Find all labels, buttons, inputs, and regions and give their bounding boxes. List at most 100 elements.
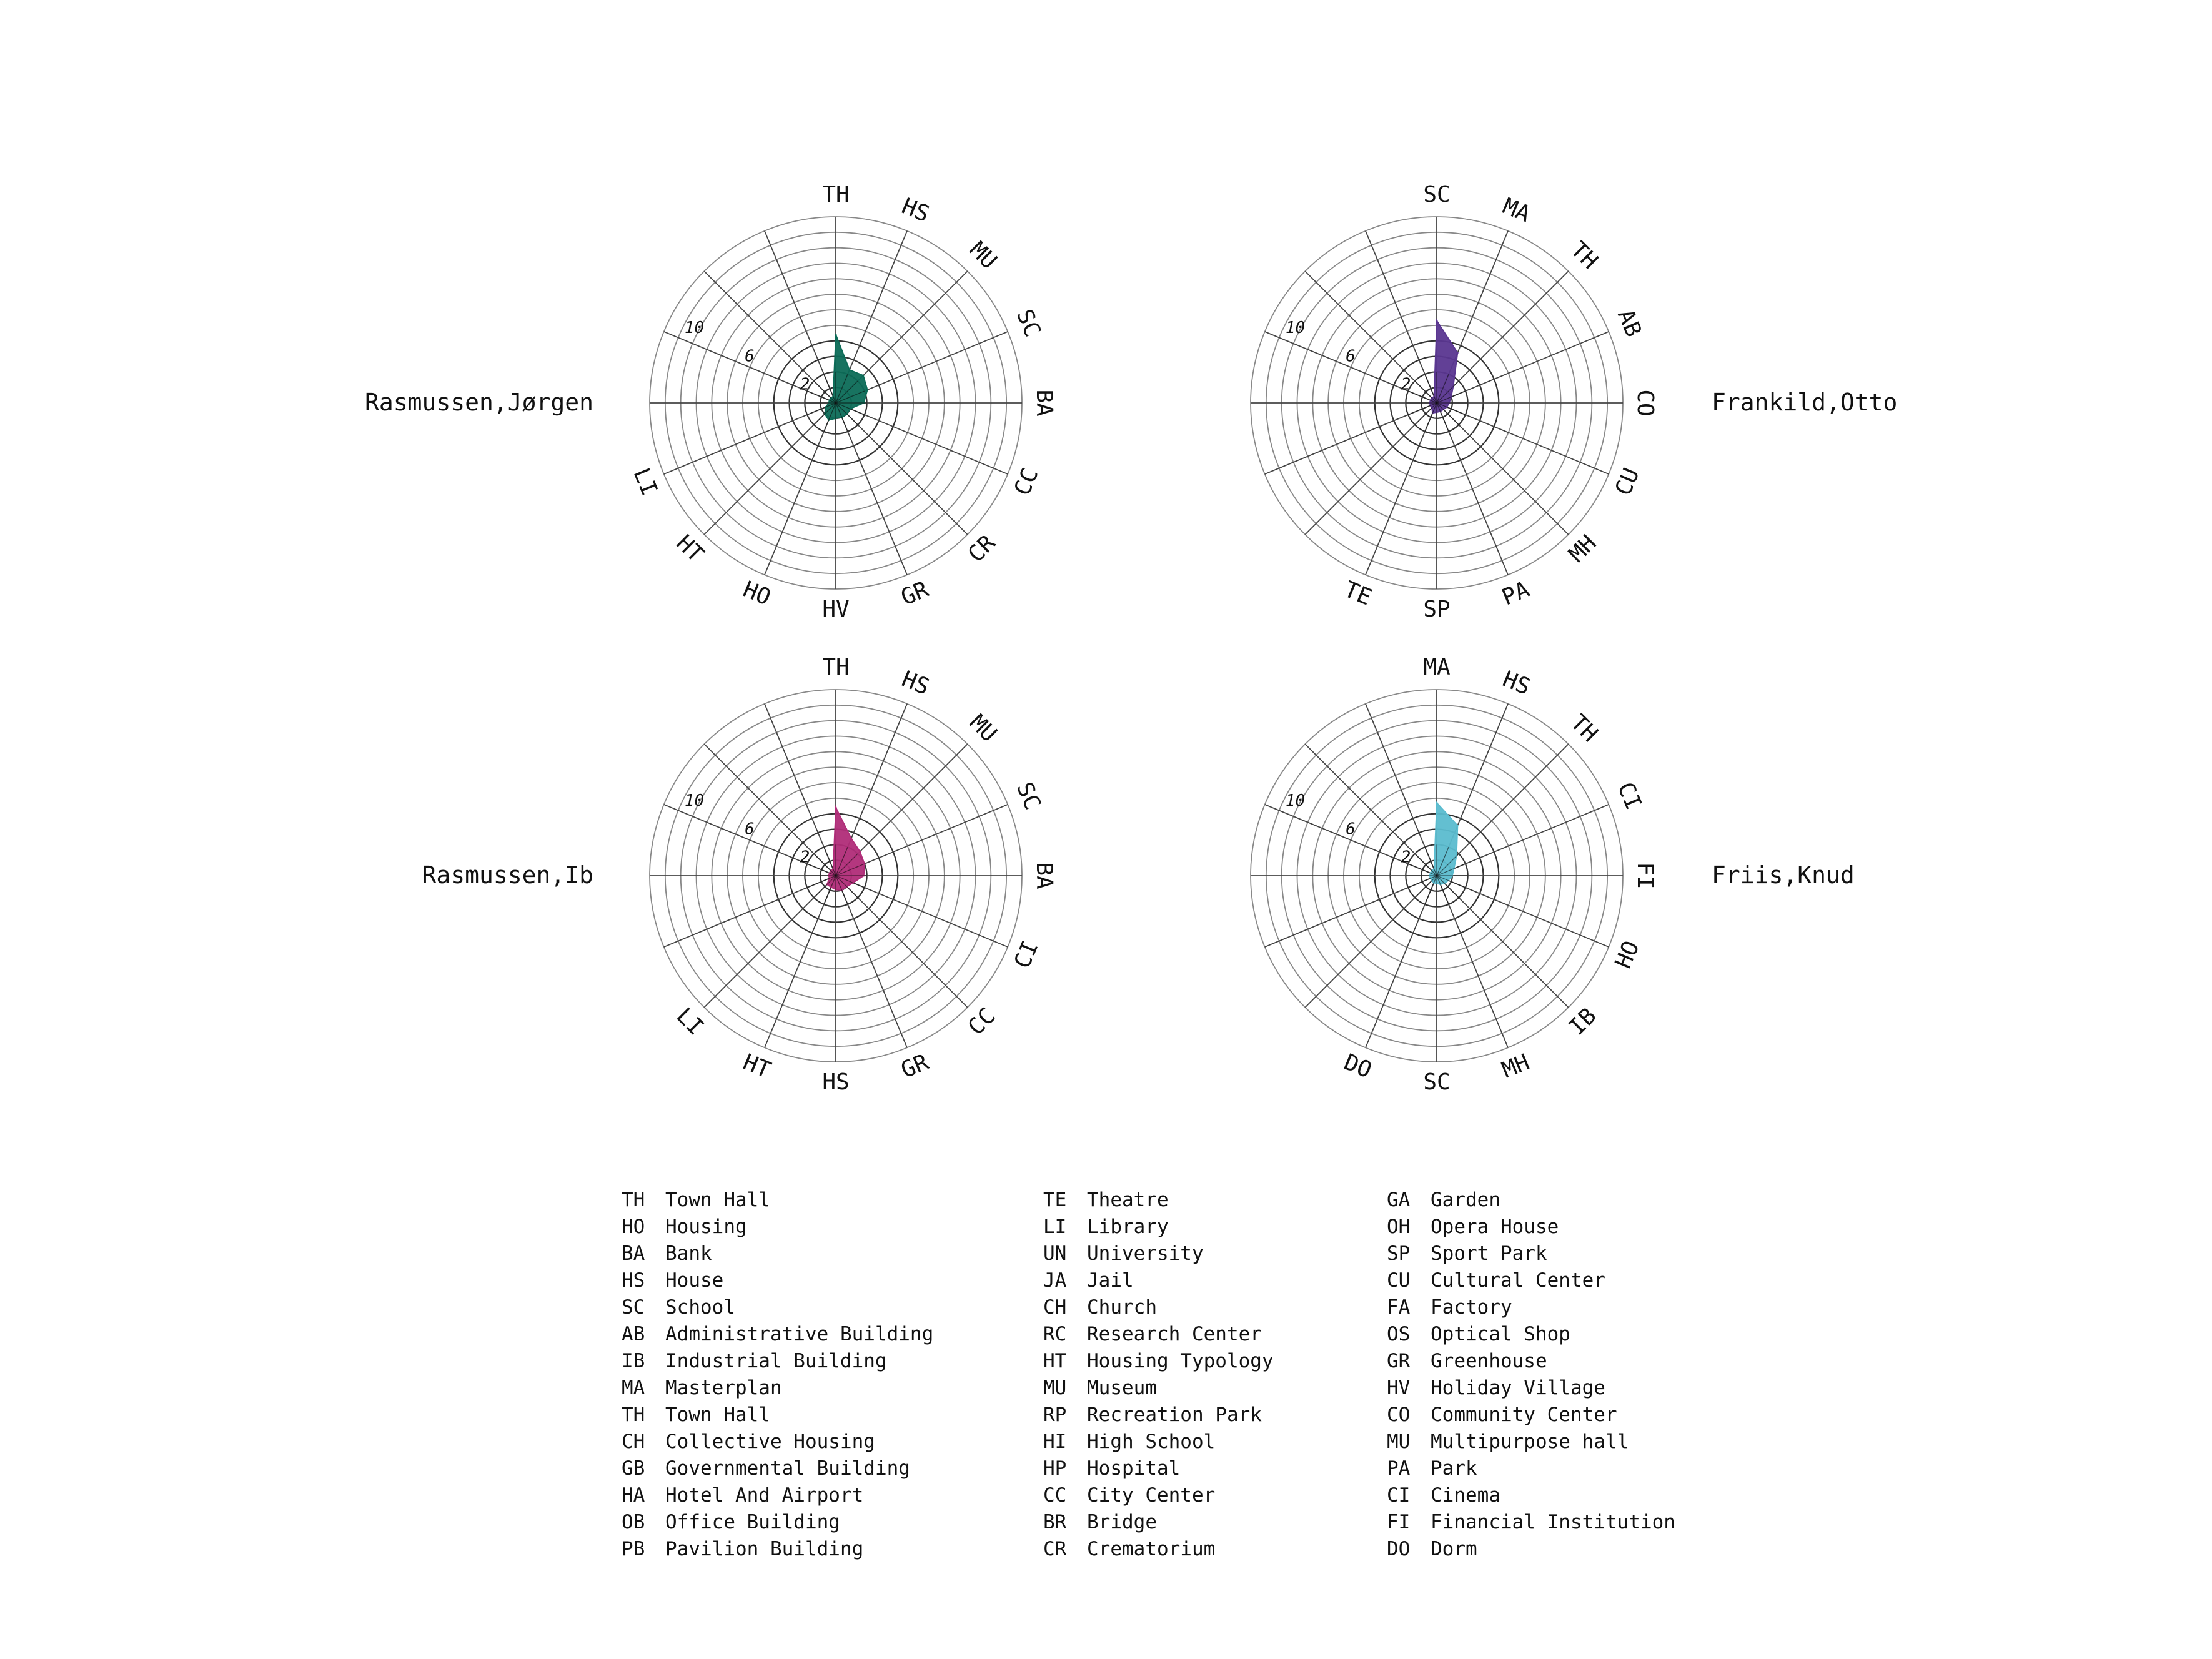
legend-code: CR <box>1043 1538 1067 1560</box>
legend-code: SC <box>622 1296 645 1319</box>
grid-spoke-overlay <box>835 846 848 876</box>
legend-code: GA <box>1387 1189 1411 1211</box>
grid-spoke-overlay <box>813 380 836 404</box>
ring-value-label: 10 <box>1286 319 1305 337</box>
legend-item: PA Park <box>1387 1455 1675 1482</box>
person-name: Friis,Knud <box>1712 861 1855 889</box>
legend-item: BR Bridge <box>1043 1509 1274 1536</box>
legend-label: Masterplan <box>665 1377 782 1399</box>
legend-item: OH Opera House <box>1387 1214 1675 1241</box>
ring-value-label: 6 <box>1346 347 1356 365</box>
grid-spoke-overlay <box>806 390 836 404</box>
grid-spoke-overlay <box>1436 402 1466 415</box>
legend-code: BR <box>1043 1511 1067 1533</box>
legend-item: UN University <box>1043 1241 1274 1267</box>
ring-value-label: 10 <box>685 319 704 337</box>
grid-spoke-overlay <box>835 853 858 876</box>
legend-code: FA <box>1387 1296 1411 1319</box>
legend-item: CO Community Center <box>1387 1402 1675 1429</box>
legend-item: HO Housing <box>622 1214 933 1241</box>
legend-label: Optical Shop <box>1431 1323 1570 1345</box>
legend-label: Library <box>1087 1216 1169 1238</box>
grid-spoke-overlay <box>1436 875 1459 898</box>
category-label: HS <box>898 194 933 227</box>
legend-item: HT Housing Typology <box>1043 1348 1274 1375</box>
legend-code: RC <box>1043 1323 1067 1345</box>
data-point <box>862 374 865 377</box>
legend-code: HT <box>1043 1350 1067 1372</box>
legend-label: City Center <box>1087 1484 1216 1507</box>
grid-spoke-overlay <box>835 402 865 415</box>
legend-item: HI High School <box>1043 1429 1274 1455</box>
category-label: TH <box>1565 710 1603 747</box>
grid-spoke-overlay <box>823 846 836 876</box>
legend-code: CO <box>1387 1404 1411 1426</box>
category-label: MU <box>965 710 1002 747</box>
legend-item: LI Library <box>1043 1214 1274 1241</box>
category-label: SP <box>1423 597 1450 622</box>
legend-code: GB <box>622 1457 645 1480</box>
grid-spoke-overlay <box>835 875 865 888</box>
grid-spoke-overlay <box>835 875 858 898</box>
legend-item: TH Town Hall <box>622 1402 933 1429</box>
legend-code: MU <box>1387 1430 1411 1453</box>
category-label: CU <box>1610 465 1644 500</box>
legend-item: PB Pavilion Building <box>622 1536 933 1563</box>
legend-item: MU Museum <box>1043 1375 1274 1402</box>
category-label: MA <box>1499 194 1534 228</box>
category-label: HT <box>740 1049 775 1083</box>
legend-code: IB <box>622 1350 645 1372</box>
legend-label: Cinema <box>1431 1484 1500 1507</box>
person-name: Rasmussen,Ib <box>422 861 593 889</box>
category-label: AB <box>1612 306 1646 341</box>
category-label: MU <box>965 237 1002 274</box>
grid-spoke-overlay <box>1436 875 1449 905</box>
category-label: LI <box>671 1003 708 1041</box>
grid-spoke-overlay <box>1407 875 1437 888</box>
grid-spoke-overlay <box>835 402 848 432</box>
legend-code: CC <box>1043 1484 1067 1507</box>
legend-item: JA Jail <box>1043 1267 1274 1294</box>
legend-code: PB <box>622 1538 645 1560</box>
data-point <box>835 806 837 809</box>
legend-code: CH <box>622 1430 645 1453</box>
grid-spoke-overlay <box>1436 390 1466 404</box>
legend-label: Financial Institution <box>1431 1511 1675 1533</box>
legend-label: Cultural Center <box>1431 1269 1605 1292</box>
ring-value-label: 6 <box>1346 820 1356 838</box>
legend-label: Park <box>1431 1457 1477 1480</box>
legend-label: University <box>1087 1242 1204 1265</box>
category-label: HS <box>822 1069 849 1095</box>
data-point <box>850 837 853 839</box>
category-label: MH <box>1564 530 1602 568</box>
grid-spoke-overlay <box>823 875 836 905</box>
legend-item: IB Industrial Building <box>622 1348 933 1375</box>
legend-item: BA Bank <box>622 1241 933 1267</box>
legend-item: HS House <box>622 1267 933 1294</box>
category-label: HV <box>822 597 849 622</box>
data-point <box>1436 319 1438 322</box>
legend-label: Research Center <box>1087 1323 1262 1345</box>
legend-label: Church <box>1087 1296 1157 1319</box>
grid-spoke-overlay <box>806 863 836 876</box>
legend-label: House <box>665 1269 724 1292</box>
category-label: CC <box>1009 465 1043 500</box>
ring-value-label: 2 <box>800 848 810 867</box>
legend-label: Governmental Building <box>665 1457 910 1480</box>
person-name: Frankild,Otto <box>1712 389 1897 416</box>
grid-spoke-overlay <box>806 875 836 888</box>
category-label: SC <box>1423 182 1450 207</box>
data-point <box>848 369 851 371</box>
legend-label: Housing <box>665 1216 747 1238</box>
legend-item: HP Hospital <box>1043 1455 1274 1482</box>
legend-code: HI <box>1043 1430 1067 1453</box>
legend-item: CU Cultural Center <box>1387 1267 1675 1294</box>
legend-label: School <box>665 1296 735 1319</box>
grid-spoke-overlay <box>835 402 858 425</box>
legend-item: MU Multipurpose hall <box>1387 1429 1675 1455</box>
legend-code: UN <box>1043 1242 1067 1265</box>
grid-spoke-overlay <box>1424 374 1437 404</box>
category-label: GR <box>898 577 933 611</box>
